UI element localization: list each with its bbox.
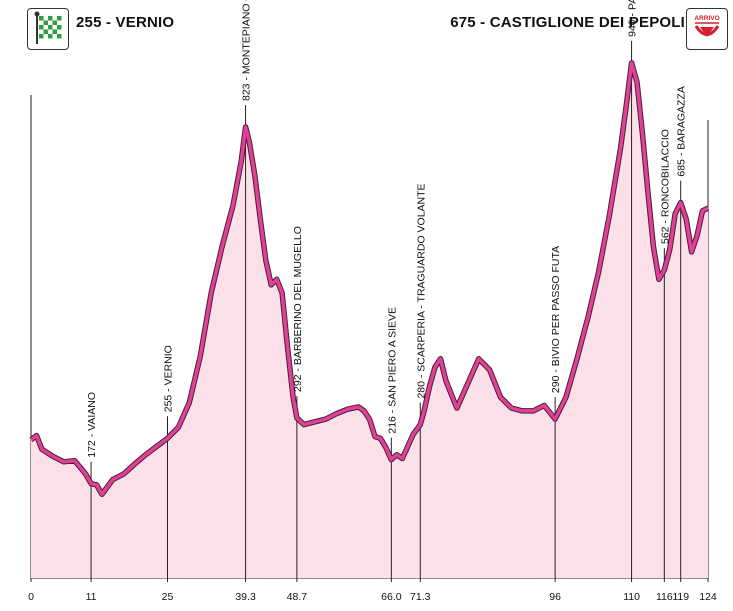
finish-title: 675 - CASTIGLIONE DEI PEPOLI [450,14,685,31]
waypoint-label: 940 - PASSO DELLA FUTA GPM I CAT [627,0,639,37]
flag-check [52,25,57,30]
x-tick-label: 48.7 [287,591,308,603]
flag-check [57,25,62,30]
flag-check [48,16,53,21]
flag-check [39,34,44,39]
start-flag-box [27,8,69,50]
flag-check [39,29,44,34]
finish-box: ARRIVO [686,8,728,50]
flag-check [52,34,57,39]
flag-check [57,16,62,21]
x-tick-label: 124 [699,591,717,603]
waypoint-label: 292 - BARBERINO DEL MUGELLO [292,226,304,392]
waypoint-label: 562 - RONCOBILACCIO [659,129,671,244]
waypoint-label: 172 - VAIANO [86,392,98,458]
x-tick-label: 11 [86,591,97,603]
flag-check [43,34,48,39]
waypoint-label: 280 - SCARPERIA - TRAGUARDO VOLANTE [415,183,427,398]
flag-check [57,29,62,34]
flag-check [57,34,62,39]
waypoint-label: 823 - MONTEPIANO GMP II CAT [241,0,253,101]
finish-arrival-icon: ARRIVO [694,15,720,37]
x-tick-label: 119 [672,591,689,603]
finish-badge-label: ARRIVO [694,15,719,22]
flag-check [48,20,53,25]
flag-check [43,25,48,30]
x-tick-label: 116 [656,591,673,603]
x-tick-label: 71.3 [410,591,431,603]
flag-check [57,20,62,25]
flag-check [43,29,48,34]
profile-line [29,61,709,496]
flag-check [52,20,57,25]
x-tick-label: 96 [549,591,561,603]
flag-check [39,16,44,21]
x-tick-label: 39.3 [235,591,256,603]
x-tick-label: 0 [28,591,34,603]
waypoint-label: 685 - BARAGAZZA [676,86,688,176]
flag-check [52,29,57,34]
flag-check [43,20,48,25]
waypoint-label: 255 - VERNIO [162,345,174,412]
flag-check [39,20,44,25]
x-tick-label: 110 [623,591,640,603]
checkered-flag-icon [34,11,62,44]
waypoint-label: 290 - BIVIO PER PASSO FUTA [550,246,562,393]
flag-check [48,25,53,30]
x-tick-label: 66.0 [381,591,402,603]
profile-area [31,62,708,578]
x-tick-label: 25 [162,591,174,603]
flag-check [39,25,44,30]
flag-check [48,34,53,39]
start-title: 255 - VERNIO [76,14,175,31]
flag-check [48,29,53,34]
flag-check [52,16,57,21]
waypoint-label: 216 - SAN PIERO A SIEVE [386,307,398,434]
flag-check [43,16,48,21]
